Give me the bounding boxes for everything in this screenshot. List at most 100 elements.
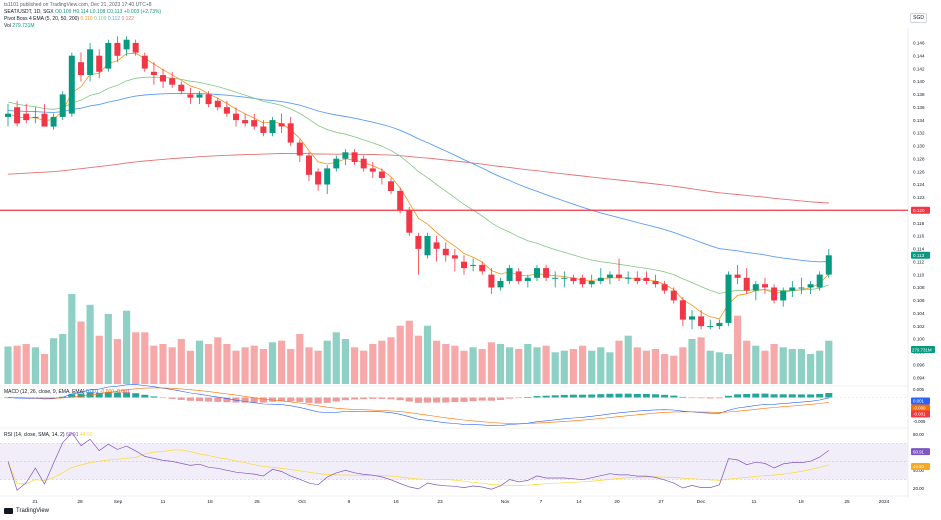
x-tick-label: 11 [161, 499, 166, 505]
candle-body [415, 236, 422, 249]
candle-body [488, 274, 495, 288]
volume-bar [232, 350, 240, 384]
volume-bar [615, 340, 623, 384]
candle-body [424, 236, 431, 256]
macd-hist-bar [287, 397, 295, 402]
candle-body [442, 248, 449, 256]
candle-body [187, 94, 194, 98]
volume-legend[interactable]: Vol 279.731M [4, 23, 35, 30]
volume-bar [378, 340, 386, 384]
candle-body [96, 55, 103, 72]
candle-body [5, 113, 11, 117]
candle-body [524, 277, 531, 281]
candle-body [825, 255, 832, 275]
candle-body [798, 287, 805, 289]
volume-bar [40, 354, 49, 384]
ema200-line [7, 152, 829, 204]
volume-bar [679, 347, 687, 384]
volume-bar [314, 350, 322, 384]
macd-hist-bar [259, 397, 267, 403]
candle-body [342, 152, 349, 159]
macd-hist-bar [542, 395, 550, 398]
macd-hist-bar [825, 393, 833, 398]
rsi-value-tag [911, 462, 930, 470]
volume-bar [351, 347, 359, 384]
y-tick-label: 0.100 [913, 337, 925, 342]
candle-body [351, 152, 358, 162]
candle-body [105, 42, 112, 69]
candle-body [816, 274, 823, 288]
volume-bar [132, 332, 140, 384]
macd-hist-bar [670, 395, 678, 398]
x-tick-label: Dec [697, 499, 706, 505]
macd-legend[interactable]: MACD (12, 26, close, 9, EMA, EMA) 0.001 … [4, 389, 130, 395]
x-tick-label: 23 [437, 499, 443, 505]
volume-bar [706, 350, 714, 384]
macd-hist-bar [269, 397, 276, 402]
y-axis: 0.146 0.144 0.142 0.140 0.138 0.136 0.134 0.132… [911, 41, 935, 491]
candle-body [87, 49, 94, 75]
volume-bar [807, 354, 815, 384]
macd-hist-bar [743, 394, 751, 398]
candle-body [160, 75, 166, 82]
candle-body [150, 71, 157, 75]
candle-body [506, 268, 513, 281]
volume-bar [770, 344, 778, 384]
symbol-pair[interactable]: SEAT/USDT, 1D, SGX [4, 9, 54, 15]
candle-body [296, 142, 303, 156]
macd-hist-bar [305, 397, 313, 403]
candle-body [643, 277, 650, 281]
candle-body [214, 100, 221, 108]
volume-bar [168, 347, 176, 384]
macd-value-tag [911, 404, 930, 412]
candle-body [23, 113, 30, 121]
candle-body [625, 277, 632, 279]
macd-hist-bar [788, 394, 796, 398]
candle-body [406, 210, 413, 233]
candle-body [725, 274, 732, 323]
macd-value-label: -0.001 [913, 412, 926, 417]
y-tick-label: 0.108 [913, 285, 925, 290]
volume-bar [423, 325, 432, 384]
macd-signal-value: -0.000 [99, 389, 115, 395]
ema-legend[interactable]: Pivot Boss 4 EMA (5, 20, 50, 200) 0.110 … [4, 16, 134, 23]
x-tick-label: 11 [752, 499, 757, 505]
hline-price-label: 0.120 [913, 208, 925, 213]
macd-hist-bar [104, 392, 112, 398]
y-tick-label: 0.136 [913, 105, 925, 110]
candle-body [762, 284, 768, 288]
candle-body [324, 168, 331, 185]
candle-body [32, 116, 39, 118]
current-price-label: 0.113 [913, 253, 925, 258]
y-tick-label: 0.116 [913, 234, 925, 239]
low-value: L0.108 [90, 9, 106, 15]
volume-bar [296, 334, 304, 384]
volume-bar [524, 344, 532, 384]
x-tick-label: Nov [501, 499, 510, 505]
volume-bar [606, 352, 614, 384]
rsi-value: 60.91 [65, 432, 79, 438]
candle-body [771, 287, 778, 301]
candle-body [451, 255, 458, 259]
currency-badge[interactable]: SGD [910, 13, 927, 23]
volume-bar [797, 349, 805, 384]
candle-body [606, 274, 613, 278]
macd-hist-bar [314, 397, 322, 404]
macd-hist-bar [779, 394, 787, 398]
candle-body [670, 290, 677, 301]
candle-body [543, 268, 550, 278]
tradingview-brand[interactable]: TradingView [4, 508, 49, 514]
candle-body [616, 274, 622, 278]
macd-signal-line [7, 387, 829, 424]
candle-body [132, 42, 139, 53]
rsi-legend[interactable]: RSI (14, close, SMA, 14, 2) 60.91 44.50 [4, 432, 92, 438]
y-tick-label: 0.096 [913, 362, 925, 367]
x-tick-label: 27 [658, 499, 664, 505]
macd-hist-bar [697, 397, 705, 399]
candle-body [50, 116, 57, 127]
macd-hist-bar [569, 394, 577, 398]
volume-bar [569, 349, 577, 384]
volume-bar [177, 339, 185, 384]
rsi-label: RSI (14, close, SMA, 14, 2) [4, 432, 65, 438]
